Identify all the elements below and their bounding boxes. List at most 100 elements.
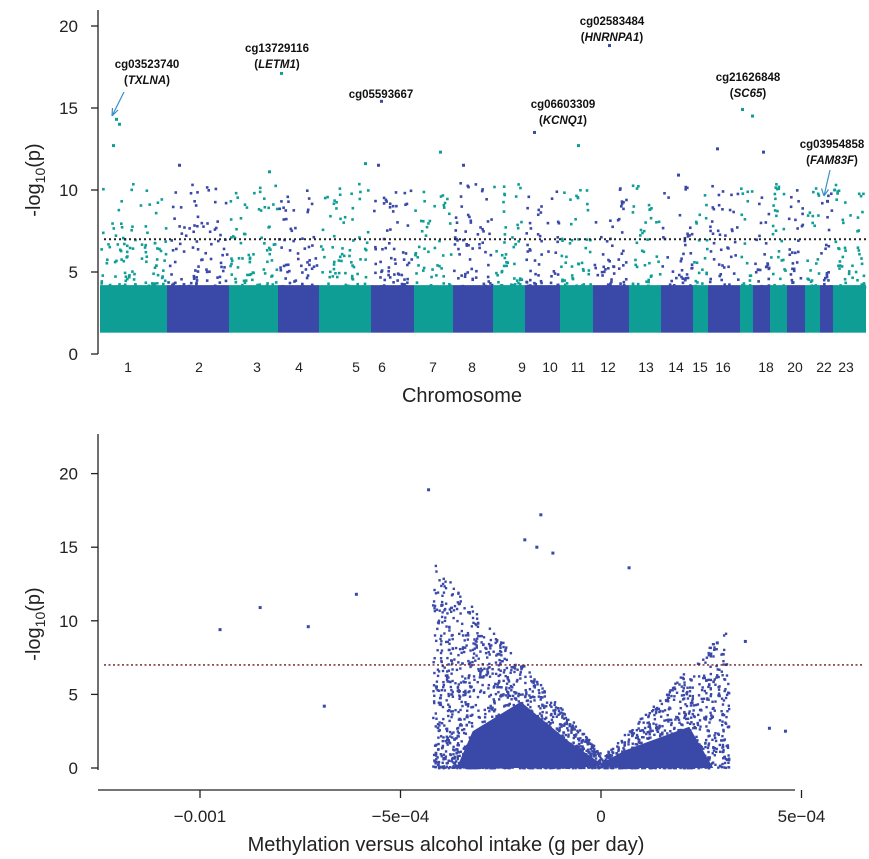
volcano-point: [608, 753, 612, 757]
volcano-point: [470, 685, 473, 688]
volcano-point: [471, 713, 474, 717]
volcano-point: [494, 638, 498, 641]
manhattan-point: [469, 219, 473, 223]
manhattan-point: [698, 213, 702, 217]
volcano-point: [682, 687, 686, 690]
volcano-point: [721, 712, 724, 716]
manhattan-point: [775, 288, 779, 291]
volcano-point: [456, 734, 459, 738]
manhattan-point: [130, 228, 133, 232]
manhattan-point: [536, 233, 540, 236]
volcano-point: [634, 736, 638, 740]
manhattan-point: [351, 285, 355, 288]
manhattan-point: [267, 206, 270, 210]
manhattan-point: [735, 286, 739, 290]
volcano-point: [449, 735, 452, 738]
volcano-point: [646, 731, 649, 734]
volcano-point: [688, 694, 692, 698]
manhattan-point: [838, 267, 841, 270]
manhattan-point: [690, 267, 693, 270]
manhattan-point: [586, 202, 589, 206]
volcano-point: [557, 713, 560, 716]
manhattan-point: [504, 226, 508, 229]
manhattan-point: [284, 209, 288, 212]
manhattan-point: [404, 203, 407, 207]
manhattan-point: [499, 284, 503, 287]
volcano-point: [494, 641, 497, 645]
manhattan-point: [218, 275, 222, 279]
manhattan-point: [847, 270, 851, 273]
volcano-point: [519, 693, 522, 696]
manhattan-point: [644, 221, 647, 224]
manhattan-point: [209, 288, 212, 291]
chromosome-band: [740, 285, 753, 333]
volcano-point: [679, 706, 682, 710]
volcano-point: [529, 705, 532, 709]
volcano-point: [448, 638, 451, 641]
volcano-point: [600, 764, 604, 768]
y-tick-label: 10: [59, 181, 78, 200]
manhattan-point: [282, 288, 285, 291]
manhattan-point: [423, 199, 426, 203]
manhattan-point: [548, 288, 551, 291]
manhattan-point: [338, 187, 342, 190]
manhattan-point: [162, 282, 165, 286]
volcano-point: [441, 739, 444, 743]
manhattan-point: [410, 258, 414, 261]
manhattan-point: [105, 258, 109, 262]
manhattan-point: [221, 253, 224, 257]
manhattan-point: [182, 283, 186, 287]
volcano-point: [519, 671, 522, 674]
manhattan-point: [825, 271, 829, 275]
volcano-point: [438, 724, 441, 727]
manhattan-point: [394, 191, 398, 194]
volcano-point: [702, 658, 705, 661]
volcano-point: [452, 616, 455, 620]
manhattan-point: [758, 287, 762, 291]
volcano-point: [431, 604, 435, 607]
volcano-point: [444, 586, 448, 590]
volcano-point: [457, 732, 461, 735]
volcano-point: [505, 704, 508, 707]
manhattan-point: [153, 283, 157, 286]
volcano-point: [541, 717, 544, 720]
manhattan-point: [680, 268, 684, 272]
volcano-point: [599, 765, 602, 769]
volcano-point: [549, 722, 552, 725]
manhattan-point: [780, 259, 784, 262]
manhattan-point: [774, 186, 778, 189]
manhattan-point: [172, 287, 175, 290]
volcano-point: [632, 732, 636, 735]
manhattan-point: [339, 217, 342, 221]
volcano-point: [466, 638, 470, 641]
volcano-point: [683, 710, 686, 714]
manhattan-point: [265, 288, 269, 291]
volcano-point: [481, 676, 485, 679]
volcano-point: [528, 687, 532, 691]
manhattan-point: [834, 240, 838, 244]
manhattan-point: [479, 287, 483, 291]
volcano-point: [435, 570, 438, 573]
volcano-point: [584, 735, 588, 739]
volcano-point: [499, 642, 503, 646]
manhattan-point: [860, 262, 864, 266]
manhattan-point: [810, 279, 814, 282]
volcano-point: [591, 766, 594, 770]
manhattan-point: [364, 275, 368, 279]
manhattan-point: [167, 286, 171, 290]
volcano-outlier-point: [743, 639, 747, 643]
manhattan-point: [564, 261, 568, 265]
volcano-point: [596, 750, 599, 753]
manhattan-point: [197, 265, 200, 268]
chromosome-band: [453, 285, 493, 333]
manhattan-point: [333, 199, 336, 202]
volcano-point: [483, 720, 486, 723]
volcano-point: [618, 766, 621, 770]
volcano-point: [459, 600, 462, 603]
manhattan-point: [517, 285, 521, 289]
manhattan-point: [258, 186, 262, 190]
volcano-point: [440, 688, 444, 692]
manhattan-point: [712, 241, 716, 245]
volcano-point: [443, 632, 446, 635]
volcano-point: [505, 646, 508, 649]
